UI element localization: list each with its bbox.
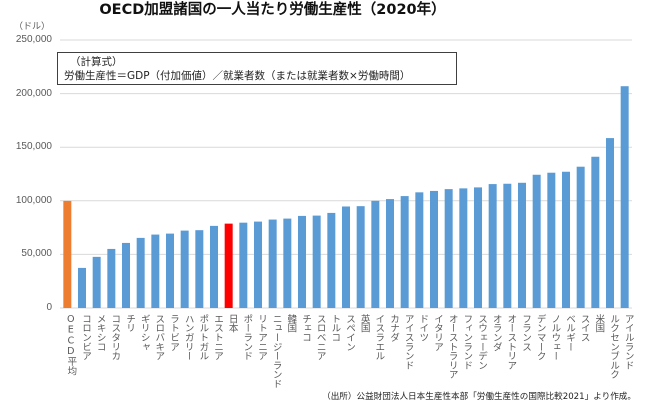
bar: [122, 242, 130, 308]
bar: [518, 182, 526, 308]
bar: [224, 223, 233, 308]
bar: [195, 230, 204, 308]
bar: [180, 230, 189, 308]
x-tick-label: スロベニア: [314, 314, 326, 361]
bar: [239, 222, 248, 308]
source-note: （出所）公益財団法人日本生産性本部「労働生産性の国際比較2021」より作成。: [322, 392, 636, 402]
bar: [576, 166, 585, 308]
x-tick-label: イスラエル: [373, 314, 385, 361]
bar: [107, 248, 116, 308]
bar: [151, 234, 160, 308]
x-tick-label: 日本: [226, 314, 238, 333]
bar: [63, 200, 72, 308]
x-tick-label: OECD平均: [65, 314, 77, 376]
y-tick-label: 0: [46, 302, 52, 313]
bar: [92, 256, 101, 308]
bar: [459, 188, 468, 308]
bar: [386, 199, 394, 308]
bar: [342, 206, 350, 308]
bar: [312, 215, 321, 308]
bar: [298, 215, 306, 308]
bar: [283, 218, 292, 308]
bar: [488, 184, 497, 308]
y-tick-label: 250,000: [15, 34, 52, 45]
x-tick-label: ポルトガル: [197, 314, 209, 361]
formula-box: （計算式） 労働生産性＝GDP（付加価値）／就業者数（または就業者数×労働時間）: [57, 52, 457, 85]
x-tick-label: デンマーク: [534, 314, 546, 361]
x-tick-label: カナダ: [388, 314, 399, 342]
x-tick-label: メキシコ: [94, 314, 106, 352]
x-tick-label: 英国: [358, 314, 370, 333]
chart-title: OECD加盟諸国の一人当たり労働生産性（2020年）: [99, 2, 446, 18]
x-tick-label: スウェーデン: [476, 314, 487, 370]
bar: [620, 86, 629, 308]
x-tick-label: コロンビア: [80, 314, 91, 361]
bar: [254, 221, 262, 308]
bar: [136, 237, 145, 308]
x-tick-label: ハンガリー: [182, 314, 194, 361]
bar: [474, 187, 482, 308]
x-tick-label: ノルウェー: [549, 314, 561, 361]
x-tick-label: コスタリカ: [109, 314, 121, 361]
bar: [562, 171, 570, 308]
x-tick-label: 米国: [593, 314, 605, 333]
bar: [430, 190, 438, 308]
x-tick-label: スロバキア: [153, 314, 165, 361]
x-tick-label: ベルギー: [564, 314, 575, 352]
bar: [547, 172, 556, 308]
x-tick-label: フランス: [520, 314, 531, 352]
bar: [327, 212, 336, 308]
bar: [371, 200, 380, 308]
bar: [415, 192, 424, 308]
x-tick-label: スイス: [578, 314, 590, 342]
x-tick-label: ラトビア: [168, 314, 179, 352]
bar: [591, 156, 600, 308]
y-axis-unit-label: （ドル）: [14, 22, 51, 32]
x-tick-label: イタリア: [432, 314, 443, 352]
bar: [166, 233, 174, 308]
y-tick-label: 50,000: [21, 248, 52, 260]
x-tick-label: チェコ: [300, 314, 311, 342]
y-tick-label: 200,000: [15, 87, 52, 99]
x-tick-label: ポーランド: [241, 314, 253, 361]
formula-heading: （計算式）: [70, 56, 123, 68]
x-tick-label: チリ: [124, 314, 135, 333]
x-tick-label: ニュージーランド: [270, 314, 282, 389]
bar: [532, 174, 541, 308]
x-tick-label: 韓国: [285, 314, 297, 333]
bar: [400, 196, 409, 308]
x-tick-label: スペイン: [344, 314, 355, 352]
x-tick-label: アイスランド: [402, 314, 414, 370]
y-tick-label: 150,000: [15, 141, 52, 153]
x-tick-label: フィンランド: [461, 314, 473, 370]
x-tick-label: トルコ: [329, 314, 341, 342]
x-tick-label: オーストラリア: [446, 314, 458, 380]
bar: [503, 183, 512, 308]
x-tick-label: リトアニア: [256, 314, 267, 361]
x-tick-label: エストニア: [212, 314, 223, 361]
x-tick-label: ルクセンブルク: [608, 314, 619, 380]
bar: [268, 219, 277, 308]
y-tick-label: 100,000: [15, 194, 52, 206]
x-tick-label: アイルランド: [622, 314, 634, 370]
formula-text: 労働生産性＝GDP（付加価値）／就業者数（または就業者数×労働時間）: [64, 70, 411, 82]
x-tick-label: ギリシャ: [138, 314, 150, 352]
bar: [210, 225, 218, 308]
bar: [78, 267, 86, 308]
bar: [606, 138, 614, 308]
bar: [356, 206, 365, 308]
x-tick-label: ドイツ: [417, 314, 429, 342]
x-tick-label: オーストリア: [505, 314, 517, 370]
x-tick-label: オランダ: [490, 314, 502, 352]
bar: [444, 189, 453, 308]
